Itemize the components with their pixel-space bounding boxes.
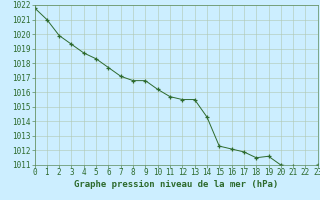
X-axis label: Graphe pression niveau de la mer (hPa): Graphe pression niveau de la mer (hPa)	[74, 180, 278, 189]
